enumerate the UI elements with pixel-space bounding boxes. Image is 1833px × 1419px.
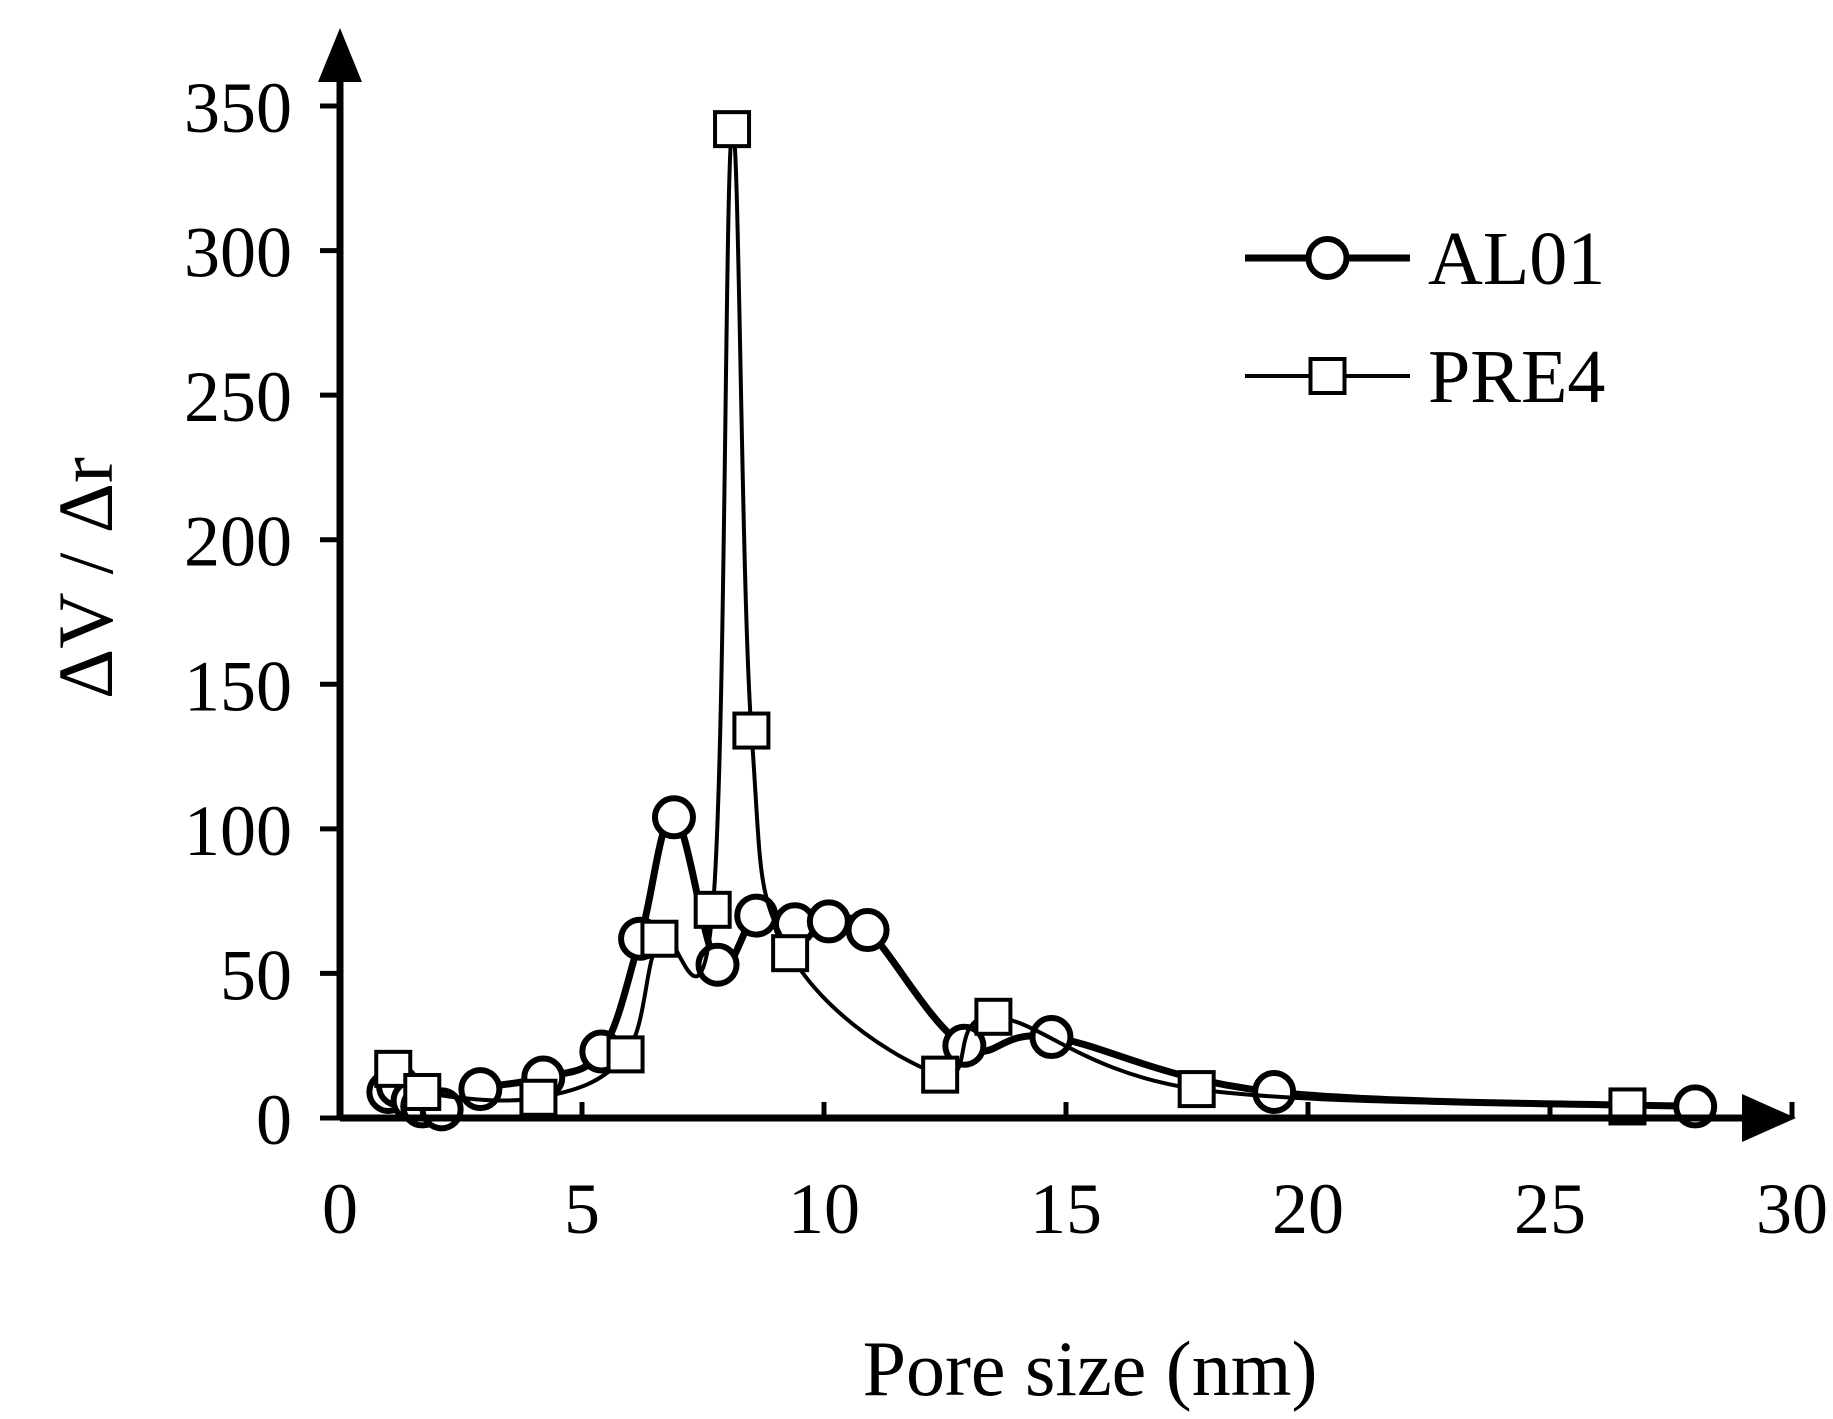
data-point-al01	[806, 899, 851, 944]
series-pre4	[374, 110, 1647, 1126]
legend-label-pre4: PRE4	[1428, 335, 1605, 419]
data-point-al01	[651, 795, 696, 840]
x-tick-label: 5	[564, 1169, 600, 1249]
legend: AL01 PRE4	[1245, 217, 1605, 419]
legend-marker-al01	[1305, 236, 1350, 280]
data-point-pre4	[403, 1072, 442, 1111]
data-point-pre4	[693, 890, 732, 929]
x-tick-label: 10	[788, 1169, 860, 1249]
data-point-pre4	[1177, 1070, 1216, 1109]
x-axis-title: Pore size (nm)	[863, 1325, 1318, 1412]
series-al01	[366, 795, 1718, 1132]
y-tick-label: 350	[184, 68, 292, 148]
x-axis-arrowhead	[1742, 1094, 1796, 1142]
data-point-pre4	[771, 934, 810, 973]
y-axis-title: ΔV / Δr	[42, 457, 129, 699]
data-point-pre4	[974, 997, 1013, 1036]
data-point-al01	[845, 908, 890, 953]
y-tick-label: 0	[256, 1080, 292, 1160]
axes-layer	[318, 28, 1796, 1142]
data-point-pre4	[606, 1035, 645, 1074]
y-tick-label: 150	[184, 646, 292, 726]
x-tick-label: 0	[322, 1169, 358, 1249]
y-tick-label: 100	[184, 791, 292, 871]
y-tick-label: 250	[184, 357, 292, 437]
data-point-al01	[458, 1067, 503, 1112]
data-point-pre4	[713, 110, 752, 149]
x-tick-label: 15	[1030, 1169, 1102, 1249]
x-tick-label: 20	[1272, 1169, 1344, 1249]
x-tick-label: 30	[1756, 1169, 1828, 1249]
series-line-al01	[386, 813, 1696, 1114]
y-tick-label: 50	[220, 935, 292, 1015]
data-point-pre4	[519, 1078, 558, 1117]
legend-label-al01: AL01	[1428, 217, 1605, 301]
data-point-pre4	[640, 919, 679, 958]
data-point-pre4	[921, 1055, 960, 1094]
y-axis-arrowhead	[318, 28, 362, 82]
y-tick-label: 300	[184, 213, 292, 293]
legend-marker-pre4	[1308, 357, 1347, 395]
x-tick-label: 25	[1514, 1169, 1586, 1249]
data-point-al01	[1252, 1069, 1297, 1114]
y-tick-label: 200	[184, 502, 292, 582]
data-point-pre4	[732, 711, 771, 750]
